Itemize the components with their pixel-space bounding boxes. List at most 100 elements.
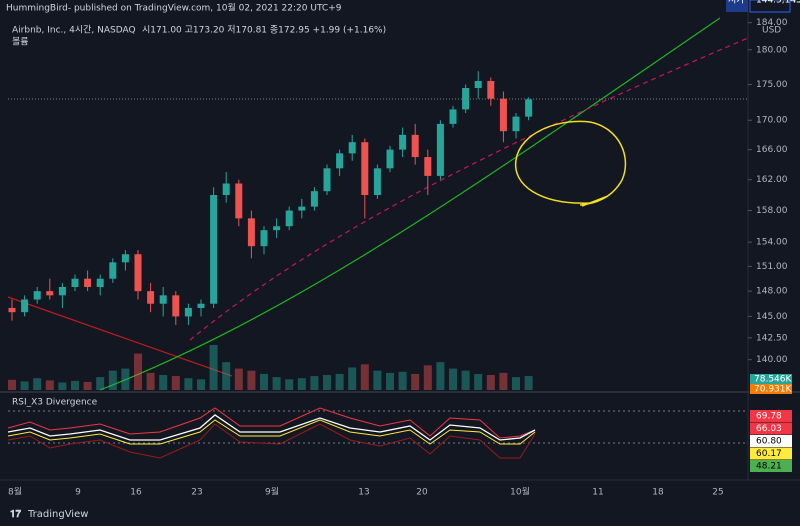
candle-body xyxy=(121,254,129,263)
volume-bar xyxy=(58,382,67,390)
candle-body xyxy=(285,210,293,227)
ohlc-text: 시171.00 고173.20 저170.81 종172.95 +1.99 (+… xyxy=(142,25,386,36)
indicator-label: 66.03 xyxy=(756,424,782,434)
candle-body xyxy=(96,278,104,287)
candle-body xyxy=(273,226,281,231)
candle-body xyxy=(109,262,117,279)
volume-bar xyxy=(33,378,42,390)
candle-body xyxy=(474,80,482,89)
candle-body xyxy=(373,168,381,196)
candle-body xyxy=(260,230,268,247)
volume-bar xyxy=(171,376,180,390)
candle-body xyxy=(348,142,356,154)
candle-body xyxy=(361,142,369,196)
volume-bar xyxy=(8,379,16,390)
x-tick-label: 10월 xyxy=(510,486,530,498)
y-tick-label: 175.00 xyxy=(756,80,788,90)
volume-bar xyxy=(134,353,142,390)
candle-body xyxy=(210,195,218,304)
volume-bar xyxy=(197,379,205,390)
volume-bar xyxy=(146,372,155,390)
volume-bar xyxy=(449,368,457,390)
x-tick-label: 13 xyxy=(358,488,369,498)
volume-bar xyxy=(209,345,218,390)
y-tick-label: 154.00 xyxy=(756,238,788,248)
candle-body xyxy=(386,149,394,169)
volume-label: 70.931K xyxy=(754,385,792,395)
rsi-yellow xyxy=(7,419,536,445)
y-tick-label: 158.00 xyxy=(756,206,788,216)
indicator-tag xyxy=(750,422,792,435)
volume-bar xyxy=(323,375,331,390)
x-tick-label: 9월 xyxy=(265,486,279,498)
candle-body xyxy=(235,183,243,219)
volume-label: 78.546K xyxy=(754,375,792,385)
indicator-label: 60.80 xyxy=(756,437,782,447)
y-tick-label: 184.00 xyxy=(756,18,788,28)
indicator-label: 48.21 xyxy=(756,462,782,472)
volume-bar xyxy=(348,367,357,390)
low-value-bg xyxy=(749,0,791,13)
candle-body xyxy=(411,134,419,158)
x-tick-label: 16 xyxy=(130,488,142,498)
volume-bar xyxy=(524,376,533,390)
currency: USD xyxy=(762,26,781,36)
candle-body xyxy=(512,116,520,132)
volume-bar xyxy=(411,373,420,390)
volume-title: 볼륨 xyxy=(12,37,29,48)
candle-body xyxy=(499,98,507,132)
y-tick-label: 166.00 xyxy=(756,145,788,155)
published: HummingBird- published on TradingView.co… xyxy=(6,2,342,14)
candle-body xyxy=(58,286,66,296)
volume-bar xyxy=(45,380,54,390)
volume-bar xyxy=(297,378,306,390)
y-tick-label: 151.00 xyxy=(756,262,788,272)
x-tick-label: 8월 xyxy=(8,486,22,498)
low-value: 144.5,145,146.5,147,146,148,148,147.5,14… xyxy=(756,0,800,6)
candle-body xyxy=(84,278,92,287)
candle-body xyxy=(21,299,29,313)
indicator-tag xyxy=(750,460,792,472)
rsi-white xyxy=(7,414,536,441)
y-tick-label: 170.00 xyxy=(756,116,788,126)
candle-body xyxy=(197,303,205,308)
volume-bar xyxy=(285,379,294,390)
candle-body xyxy=(222,183,230,196)
candle-body xyxy=(46,291,54,296)
x-tick-label: 23 xyxy=(191,488,202,498)
y-tick-label: 145.00 xyxy=(756,312,788,322)
candle-body xyxy=(159,295,167,304)
ma-red xyxy=(7,296,233,377)
candle-body xyxy=(449,109,457,124)
candle-body xyxy=(71,278,79,287)
candle-body xyxy=(462,88,470,110)
indicator-tag xyxy=(750,435,792,447)
candle-body xyxy=(147,291,155,304)
x-tick-label: 20 xyxy=(416,488,428,498)
indicator-tag xyxy=(750,447,792,460)
volume-bar xyxy=(184,378,193,390)
volume-bar xyxy=(222,362,231,390)
candle-body xyxy=(8,307,16,313)
candle-body xyxy=(323,168,331,192)
volume-bar xyxy=(499,372,508,390)
volume-bar xyxy=(247,370,256,390)
rsi-red xyxy=(7,407,536,439)
volume-bar xyxy=(335,373,344,390)
chart-title: Airbnb, Inc., 4시간, NASDAQ xyxy=(12,25,136,36)
candle-body xyxy=(336,153,344,169)
volume-bar xyxy=(373,370,382,390)
volume-bar xyxy=(234,368,243,390)
ma-dashed xyxy=(189,37,749,341)
volume-bar xyxy=(71,380,79,390)
volume-bar xyxy=(423,365,432,390)
volume-bar xyxy=(272,377,281,390)
candle-body xyxy=(399,134,407,150)
low-tag xyxy=(726,0,748,12)
volume-bar xyxy=(360,364,369,390)
candle-body xyxy=(525,99,533,117)
candle-body xyxy=(247,218,255,247)
rsi-darkred xyxy=(7,423,536,459)
indicator-label: 69.78 xyxy=(756,412,782,422)
